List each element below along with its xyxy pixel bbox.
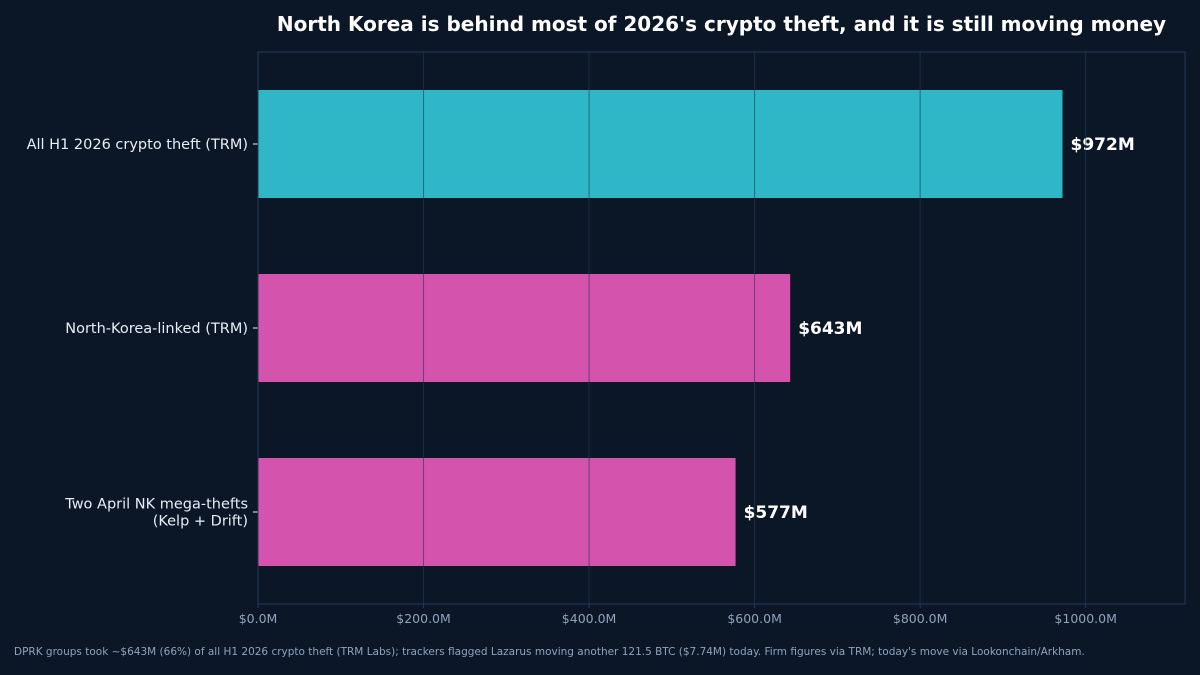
chart-title: North Korea is behind most of 2026's cry… <box>277 12 1166 36</box>
footnote: DPRK groups took ~$643M (66%) of all H1 … <box>14 646 1085 658</box>
bar-0 <box>258 90 1063 198</box>
bar-1 <box>258 274 791 382</box>
value-label-2: $577M <box>744 503 808 523</box>
category-label-2-1: (Kelp + Drift) <box>153 514 248 530</box>
x-tick-label-2: $400.0M <box>562 611 617 626</box>
x-tick-label-3: $600.0M <box>727 611 782 626</box>
value-label-0: $972M <box>1071 135 1135 155</box>
category-label-0-0: All H1 2026 crypto theft (TRM) <box>27 137 248 153</box>
bar-2 <box>258 458 736 566</box>
x-tick-label-1: $200.0M <box>396 611 451 626</box>
x-tick-label-4: $800.0M <box>893 611 948 626</box>
category-label-1-0: North-Korea-linked (TRM) <box>65 321 248 337</box>
x-tick-label-5: $1000.0M <box>1054 611 1116 626</box>
x-tick-label-0: $0.0M <box>239 611 278 626</box>
plot-frame <box>257 51 1186 605</box>
value-label-1: $643M <box>798 319 862 339</box>
category-label-2-0: Two April NK mega-thefts <box>64 497 248 513</box>
